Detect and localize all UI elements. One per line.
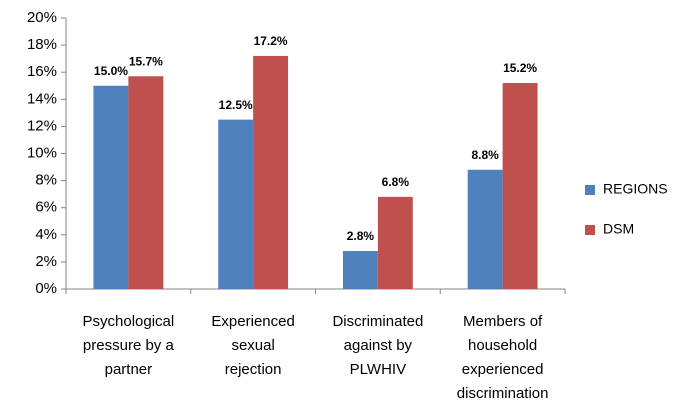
x-tick-label-line: partner (105, 361, 153, 378)
bar (128, 76, 164, 289)
y-tick-label: 2% (35, 253, 57, 270)
data-label: 8.8% (471, 148, 499, 162)
y-tick-label: 12% (27, 117, 57, 134)
x-tick-label-line: Discriminated (332, 313, 423, 330)
x-tick-label: Experienced sexual rejection (211, 313, 294, 378)
legend-label: REGIONS (603, 181, 668, 197)
x-tick-label: Psychological pressure by a partner (83, 313, 175, 378)
x-tick-label-line: discrimination (457, 385, 549, 402)
x-tick-label: Discriminated against by PLWHIV (332, 313, 423, 378)
data-label: 17.2% (254, 34, 288, 48)
bar (93, 85, 129, 289)
x-tick-label-line: sexual (231, 337, 274, 354)
legend-label: DSM (603, 221, 634, 237)
x-tick-label-line: Psychological (83, 313, 175, 330)
y-tick-label: 10% (27, 144, 57, 161)
y-tick-label: 14% (27, 90, 57, 107)
x-tick-label-line: rejection (225, 361, 282, 378)
bar (218, 119, 254, 289)
bar (502, 83, 538, 289)
y-tick-label: 4% (35, 226, 57, 243)
y-tick-label: 8% (35, 172, 57, 189)
x-tick-label: Members of household experienced discrimina… (457, 313, 549, 402)
data-label: 15.7% (129, 54, 163, 68)
x-tick-label-line: against by (344, 337, 413, 354)
x-tick-label-line: PLWHIV (350, 361, 406, 378)
bar (253, 55, 289, 289)
y-tick-label: 18% (27, 36, 57, 53)
data-label: 15.0% (94, 64, 128, 78)
y-tick-label: 0% (35, 280, 57, 297)
y-tick-label: 20% (27, 9, 57, 26)
legend-swatch (585, 185, 595, 195)
x-tick-label-line: household (468, 337, 537, 354)
bar (467, 169, 503, 289)
legend-swatch (585, 225, 595, 235)
y-tick-label: 6% (35, 199, 57, 216)
data-label: 6.8% (382, 175, 410, 189)
data-label: 2.8% (347, 229, 375, 243)
y-tick-label: 16% (27, 63, 57, 80)
bar (342, 251, 378, 289)
x-tick-label-line: Experienced (211, 313, 294, 330)
x-tick-label-line: experienced (462, 361, 544, 378)
x-tick-label-line: pressure by a (83, 337, 175, 354)
x-tick-label-line: Members of (463, 313, 543, 330)
data-label: 15.2% (503, 61, 537, 75)
bar (377, 196, 413, 289)
data-label: 12.5% (219, 98, 253, 112)
